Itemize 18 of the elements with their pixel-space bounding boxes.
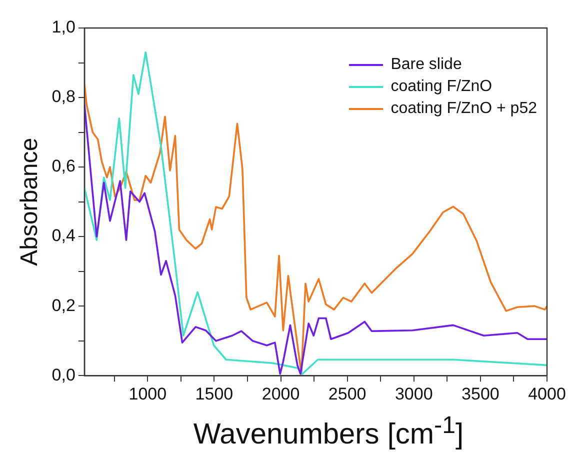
legend-label: coating F/ZnO (390, 77, 492, 97)
y-axis-title: Absorbance (16, 138, 44, 266)
x-tick-label: 4000 (528, 384, 566, 404)
y-tick-label: 0,2 (52, 296, 76, 315)
y-tick-label: 0,6 (52, 156, 76, 176)
x-tick-label: 3000 (394, 384, 433, 404)
y-tick-label: 0,0 (52, 365, 76, 384)
x-tick-label: 3500 (462, 384, 500, 404)
x-tick-label: 1000 (128, 384, 167, 404)
y-tick-label: 0,8 (52, 87, 76, 106)
x-axis-title: Wavenumbers [cm$^{-1}$] (192, 412, 465, 452)
legend-label: Bare slide (390, 55, 462, 75)
x-tick-label: 2000 (262, 384, 300, 404)
x-tick-label: 2500 (328, 384, 366, 404)
y-tick-label: 0,4 (52, 226, 76, 246)
x-tick-label: 1500 (195, 384, 234, 404)
legend-label: coating F/ZnO + p52 (390, 99, 537, 119)
y-tick-label: 1,0 (52, 18, 76, 37)
